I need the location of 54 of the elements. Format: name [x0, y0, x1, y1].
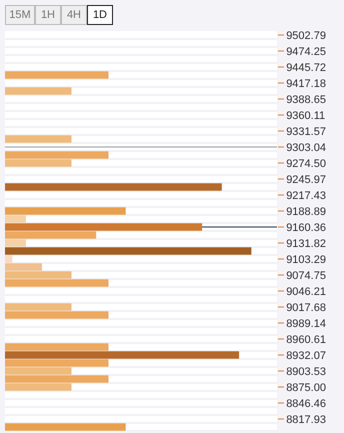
y-tick-label: 9445.72: [286, 62, 326, 74]
y-tick-label: 8989.14: [286, 318, 326, 330]
y-tick-label: 9331.57: [286, 126, 326, 138]
bar: [5, 183, 222, 191]
text: 4H: [66, 9, 82, 21]
bar: [5, 247, 252, 255]
bar: [5, 423, 126, 431]
y-tick-label: 8903.53: [286, 366, 326, 378]
y-tick-label: 9217.43: [286, 190, 326, 202]
bar: [5, 375, 108, 383]
bar: [5, 351, 240, 359]
y-tick-label: 8875.00: [286, 382, 326, 394]
bar: [5, 87, 72, 95]
bar: [5, 271, 72, 279]
bar: [5, 279, 108, 287]
text: 1D: [92, 9, 108, 21]
bar: [5, 71, 108, 79]
y-tick-label: 9303.04: [286, 142, 326, 154]
bar: [5, 263, 42, 271]
y-tick-label: 9274.50: [286, 158, 326, 170]
y-tick-label: 9046.21: [286, 286, 326, 298]
bar: [5, 343, 108, 351]
y-tick-label: 9474.25: [286, 46, 326, 58]
y-tick-label: 9417.18: [286, 78, 326, 90]
y-tick-label: 9245.97: [286, 174, 326, 186]
y-tick-label: 9074.75: [286, 270, 326, 282]
bar: [5, 383, 72, 391]
bar: [5, 207, 126, 215]
bar: [5, 255, 12, 263]
bar: [5, 231, 96, 239]
bar: [5, 303, 72, 311]
y-tick-label: 8817.93: [286, 414, 326, 426]
y-tick-label: 9017.68: [286, 302, 326, 314]
y-tick-label: 9360.11: [286, 110, 326, 122]
bar: [5, 151, 108, 159]
bar: [5, 135, 72, 143]
y-tick-label: 9160.36: [286, 222, 326, 234]
y-tick-label: 8960.61: [286, 334, 326, 346]
bar: [5, 159, 72, 167]
text: 1H: [40, 9, 56, 21]
y-tick-label: 9502.79: [286, 30, 326, 42]
bar: [5, 239, 26, 247]
bar: [5, 215, 26, 223]
y-tick-label: 9131.82: [286, 238, 326, 250]
y-tick-label: 8846.46: [286, 398, 326, 410]
bar: [5, 367, 72, 375]
bar: [5, 223, 202, 231]
y-tick-label: 8932.07: [286, 350, 326, 362]
text: 15M: [9, 9, 31, 21]
y-tick-label: 9388.65: [286, 94, 326, 106]
y-tick-label: 9188.89: [286, 206, 326, 218]
y-tick-label: 9103.29: [286, 254, 326, 266]
bar: [5, 359, 108, 367]
bar: [5, 311, 108, 319]
